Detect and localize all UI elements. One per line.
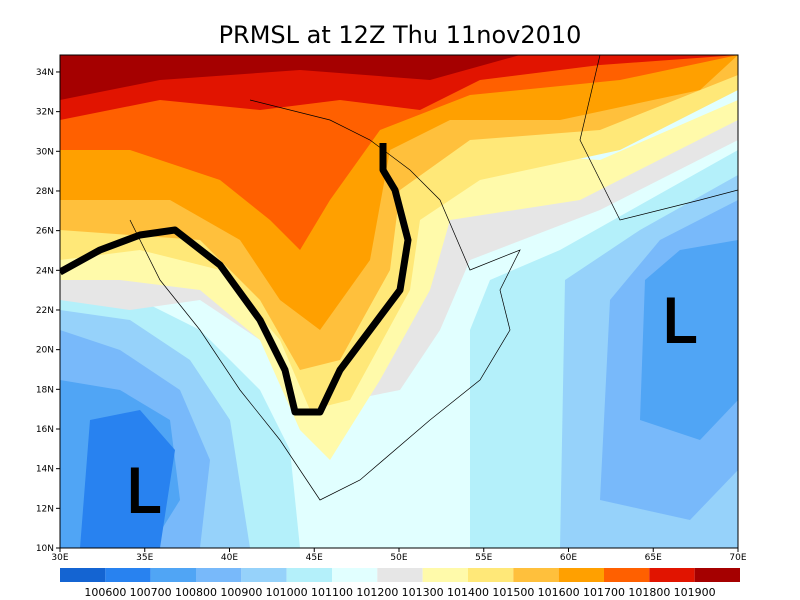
colorbar-swatch	[60, 568, 106, 582]
pressure-field	[60, 55, 738, 548]
lon-label: 65E	[645, 553, 662, 563]
colorbar-swatch	[196, 568, 242, 582]
lon-label: 40E	[221, 553, 238, 563]
lat-label: 16N	[36, 425, 54, 435]
lat-label: 14N	[36, 465, 54, 475]
axes: 10N 12N 14N 16N 18N 20N 22N 24N 26N 28N 30N 32N 34N 3…	[36, 68, 747, 563]
colorbar-label: 101000	[266, 586, 308, 599]
colorbar-label: 101500	[492, 586, 534, 599]
colorbar-label: 101800	[628, 586, 670, 599]
colorbar-swatch	[468, 568, 514, 582]
colorbar-swatch	[150, 568, 196, 582]
colorbar-swatch	[332, 568, 378, 582]
lon-label: 30E	[51, 553, 68, 563]
colorbar-label: 101400	[447, 586, 489, 599]
colorbar-swatch	[422, 568, 468, 582]
colorbar-label: 101700	[583, 586, 625, 599]
title: PRMSL at 12Z Thu 11nov2010	[219, 21, 582, 49]
colorbar-swatch	[105, 568, 151, 582]
lon-label: 35E	[136, 553, 153, 563]
lon-label: 55E	[475, 553, 492, 563]
lat-label: 28N	[36, 187, 54, 197]
lat-label: 22N	[36, 306, 54, 316]
colorbar-swatch	[513, 568, 559, 582]
colorbar-label: 100800	[175, 586, 217, 599]
lat-label: 12N	[36, 504, 54, 514]
colorbar-swatch	[604, 568, 650, 582]
lat-label: 24N	[36, 266, 54, 276]
lat-label: 18N	[36, 385, 54, 395]
colorbar-label: 101200	[356, 586, 398, 599]
lon-label: 70E	[729, 553, 746, 563]
colorbar-label: 101900	[674, 586, 716, 599]
colorbar-swatch	[286, 568, 332, 582]
colorbar-swatch	[558, 568, 604, 582]
colorbar-swatch	[241, 568, 287, 582]
colorbar-label: 101300	[402, 586, 444, 599]
colorbar-label: 101100	[311, 586, 353, 599]
lon-label: 50E	[390, 553, 407, 563]
low-label: L	[662, 287, 696, 357]
lat-label: 20N	[36, 346, 54, 356]
colorbar: 100600 100700 100800 100900 101000 101100 1012…	[60, 568, 740, 599]
colorbar-label: 101600	[538, 586, 580, 599]
colorbar-swatch	[694, 568, 740, 582]
lat-label: 32N	[36, 108, 54, 118]
colorbar-label: 100600	[84, 586, 126, 599]
lat-label: 34N	[36, 68, 54, 78]
lat-label: 10N	[36, 544, 54, 554]
colorbar-label: 100900	[220, 586, 262, 599]
lat-label: 26N	[36, 227, 54, 237]
low-markers: LL	[125, 286, 697, 528]
low-label: L	[126, 457, 160, 527]
lat-label: 30N	[36, 147, 54, 157]
colorbar-swatch	[377, 568, 423, 582]
colorbar-label: 100700	[130, 586, 172, 599]
lon-label: 45E	[306, 553, 323, 563]
lon-label: 60E	[560, 553, 577, 563]
colorbar-swatch	[649, 568, 695, 582]
